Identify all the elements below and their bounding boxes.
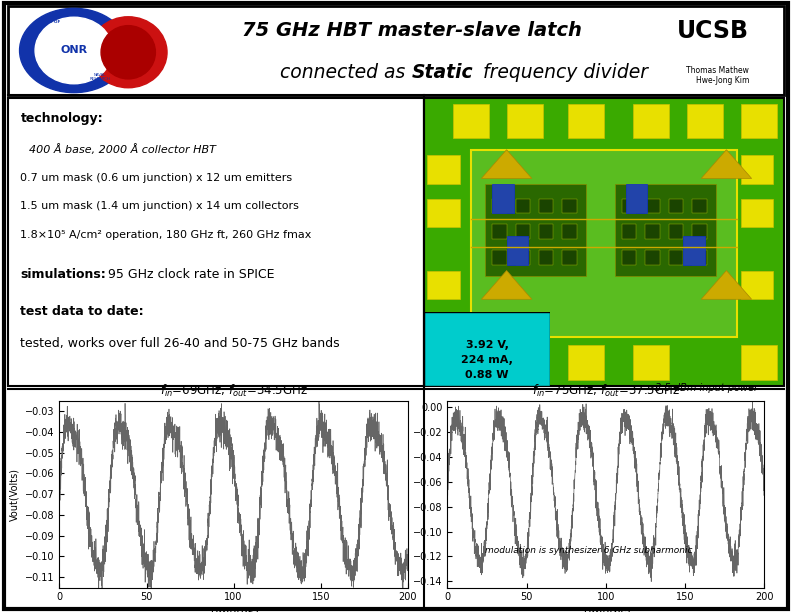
Text: 75 GHz HBT master-slave latch: 75 GHz HBT master-slave latch bbox=[242, 21, 581, 40]
Text: 0.88 W: 0.88 W bbox=[466, 370, 508, 379]
Bar bbox=[645, 198, 660, 213]
Text: 224 mA,: 224 mA, bbox=[461, 355, 513, 365]
Bar bbox=[562, 225, 577, 239]
Bar bbox=[452, 345, 489, 380]
Bar bbox=[668, 225, 683, 239]
Bar bbox=[741, 155, 773, 184]
Bar bbox=[452, 103, 489, 138]
Bar bbox=[645, 250, 660, 265]
Bar bbox=[568, 345, 604, 380]
Bar bbox=[668, 198, 683, 213]
Text: technology:: technology: bbox=[21, 113, 103, 125]
Bar bbox=[428, 271, 460, 299]
Ellipse shape bbox=[35, 17, 112, 84]
Bar bbox=[470, 150, 737, 337]
Bar bbox=[492, 250, 507, 265]
Bar bbox=[645, 225, 660, 239]
Bar bbox=[622, 198, 636, 213]
Bar bbox=[516, 250, 530, 265]
Bar bbox=[622, 250, 636, 265]
Polygon shape bbox=[701, 271, 752, 299]
Bar bbox=[741, 271, 773, 299]
X-axis label: Time(ps): Time(ps) bbox=[581, 608, 630, 612]
Text: simulations:: simulations: bbox=[21, 267, 106, 281]
X-axis label: Time(PS): Time(PS) bbox=[209, 608, 258, 612]
Polygon shape bbox=[482, 150, 532, 179]
Bar bbox=[741, 198, 773, 228]
Text: ONR: ONR bbox=[60, 45, 87, 56]
Text: 0.7 um mask (0.6 um junction) x 12 um emitters: 0.7 um mask (0.6 um junction) x 12 um em… bbox=[21, 173, 292, 183]
Title: $f_{in}$=75GHz, $f_{out}$=37.5GHz: $f_{in}$=75GHz, $f_{out}$=37.5GHz bbox=[532, 383, 680, 400]
Bar bbox=[692, 225, 706, 239]
Bar bbox=[516, 225, 530, 239]
Bar bbox=[692, 198, 706, 213]
Text: 1.5 um mask (1.4 um junction) x 14 um collectors: 1.5 um mask (1.4 um junction) x 14 um co… bbox=[21, 201, 299, 212]
Bar bbox=[741, 345, 777, 380]
Bar bbox=[492, 184, 514, 213]
Text: UCSB: UCSB bbox=[677, 19, 749, 43]
Bar bbox=[687, 103, 723, 138]
Bar bbox=[562, 198, 577, 213]
Bar bbox=[741, 103, 777, 138]
Title: $f_{in}$=69GHz, $f_{out}$=34.5GHz: $f_{in}$=69GHz, $f_{out}$=34.5GHz bbox=[160, 383, 307, 400]
Ellipse shape bbox=[89, 17, 167, 88]
Text: 3.92 V,: 3.92 V, bbox=[466, 340, 508, 350]
Bar bbox=[626, 184, 647, 213]
Text: tested, works over full 26-40 and 50-75 GHz bands: tested, works over full 26-40 and 50-75 … bbox=[21, 337, 340, 349]
Bar bbox=[562, 250, 577, 265]
Bar bbox=[428, 155, 460, 184]
Ellipse shape bbox=[101, 26, 155, 79]
Ellipse shape bbox=[20, 9, 128, 92]
Text: NAVAL
RESEARCH: NAVAL RESEARCH bbox=[89, 73, 110, 81]
Text: OFFICE OF: OFFICE OF bbox=[36, 20, 60, 24]
Bar bbox=[539, 250, 554, 265]
Bar bbox=[668, 250, 683, 265]
Polygon shape bbox=[482, 271, 532, 299]
Text: test data to date:: test data to date: bbox=[21, 305, 144, 318]
Bar bbox=[492, 225, 507, 239]
Bar bbox=[615, 184, 716, 276]
Bar bbox=[633, 103, 668, 138]
Text: connected as: connected as bbox=[280, 63, 412, 82]
Bar bbox=[683, 236, 705, 265]
Text: ~3.5 dBm input power: ~3.5 dBm input power bbox=[647, 383, 758, 394]
Text: Static: Static bbox=[412, 63, 473, 82]
Bar bbox=[539, 198, 554, 213]
Text: 95 GHz clock rate in SPICE: 95 GHz clock rate in SPICE bbox=[108, 267, 274, 281]
Text: frequency divider: frequency divider bbox=[478, 63, 649, 82]
Text: modulation is synthesizer 6 GHz subharmonic: modulation is synthesizer 6 GHz subharmo… bbox=[485, 546, 693, 554]
Bar bbox=[507, 236, 528, 265]
Polygon shape bbox=[701, 150, 752, 179]
Bar bbox=[622, 225, 636, 239]
Bar bbox=[539, 225, 554, 239]
Bar bbox=[485, 184, 586, 276]
Bar bbox=[507, 103, 543, 138]
Bar bbox=[568, 103, 604, 138]
Bar bbox=[633, 345, 668, 380]
Bar bbox=[428, 198, 460, 228]
Bar bbox=[492, 198, 507, 213]
Text: 1.8×10⁵ A/cm² operation, 180 GHz ft, 260 GHz fmax: 1.8×10⁵ A/cm² operation, 180 GHz ft, 260… bbox=[21, 230, 312, 241]
Text: Thomas Mathew
Hwe-Jong Kim: Thomas Mathew Hwe-Jong Kim bbox=[687, 65, 749, 85]
Bar bbox=[507, 345, 543, 380]
Text: 400 Å base, 2000 Å collector HBT: 400 Å base, 2000 Å collector HBT bbox=[29, 144, 215, 155]
Y-axis label: Vout(Volts): Vout(Volts) bbox=[10, 468, 19, 521]
Bar bbox=[692, 250, 706, 265]
Bar bbox=[516, 198, 530, 213]
